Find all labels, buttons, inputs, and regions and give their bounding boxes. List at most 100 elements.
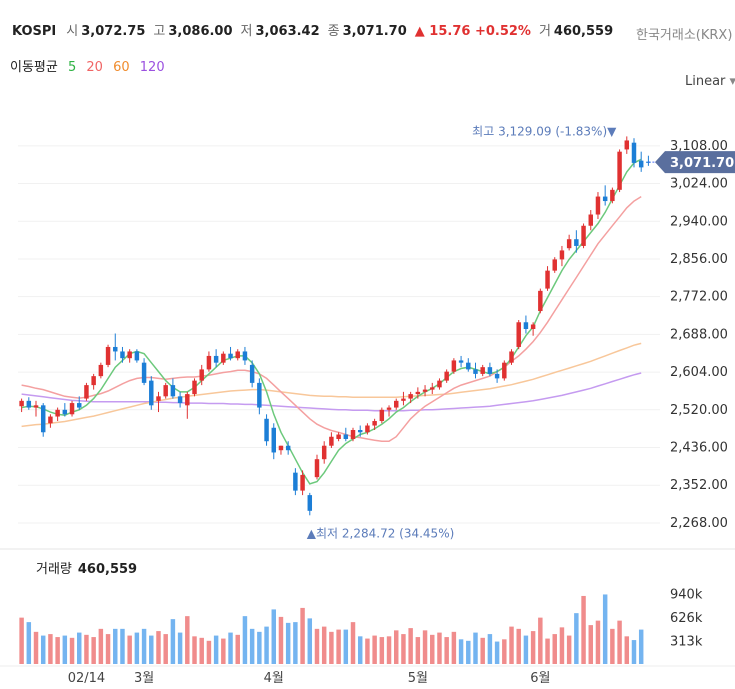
volume-bar <box>19 617 24 664</box>
candle <box>170 378 176 399</box>
x-tick-label: 3월 <box>134 671 154 686</box>
low-value: 3,063.42 <box>255 24 320 39</box>
candle-body <box>552 259 557 271</box>
volume-bar <box>638 629 644 664</box>
volume-tick-label: 313k <box>670 635 703 650</box>
x-tick-label: 6월 <box>530 671 550 686</box>
candle <box>33 400 39 417</box>
candle-body <box>631 142 637 163</box>
candle <box>372 418 377 431</box>
candle-body <box>480 367 485 374</box>
candle <box>530 322 536 336</box>
candle-body <box>588 214 593 226</box>
volume-bar <box>610 628 615 664</box>
volume-bar <box>91 637 96 664</box>
y-tick-label: 3,024.00 <box>670 177 728 192</box>
candle <box>55 407 60 422</box>
volume-bar <box>257 631 262 664</box>
close-value: 3,071.70 <box>342 24 407 39</box>
candle-body <box>321 445 327 460</box>
candle-body <box>523 322 529 329</box>
volume-bar <box>509 626 514 664</box>
ma120-legend: 120 <box>139 60 165 75</box>
volume-bar <box>494 641 500 664</box>
candle <box>617 149 622 193</box>
volume-bar <box>379 637 385 664</box>
volume-panel-label: 거래량 460,559 <box>36 558 137 577</box>
volume-bar <box>480 637 485 664</box>
candle <box>293 468 298 496</box>
low-label: 저 <box>240 24 253 39</box>
symbol-name[interactable]: KOSPI <box>12 24 57 39</box>
y-tick-label: 2,856.00 <box>670 252 728 267</box>
volume-bar <box>538 617 543 664</box>
candle <box>552 257 557 273</box>
candle <box>228 346 233 361</box>
candle-body <box>19 400 24 407</box>
candle-body <box>415 391 421 395</box>
candle-body <box>336 434 341 439</box>
volume-bar <box>221 638 226 664</box>
candle <box>538 288 543 314</box>
volume-bar <box>156 631 161 664</box>
volume-bar <box>350 622 356 664</box>
candle-body <box>293 472 298 491</box>
candle-body <box>581 225 586 246</box>
candle-body <box>379 409 385 422</box>
candle <box>257 378 262 415</box>
volume-bar <box>321 626 327 664</box>
volume-bar <box>372 635 377 664</box>
candle-body <box>638 160 644 168</box>
candle <box>307 492 313 516</box>
exchange-name: 한국거래소(KRX) <box>636 28 733 43</box>
candle <box>610 187 615 204</box>
volume-bar <box>149 635 154 664</box>
candle-body <box>40 405 46 433</box>
candle <box>451 358 457 374</box>
candle <box>329 432 334 448</box>
candle <box>357 425 363 437</box>
candle <box>588 210 593 231</box>
indicator-legend[interactable]: 이동평균 5 20 60 120 <box>10 56 171 75</box>
candle-body <box>458 360 464 363</box>
candle-body <box>84 385 89 399</box>
volume-bar <box>559 627 565 664</box>
scale-mode-toggle[interactable]: Linear ▾ <box>685 74 735 89</box>
volume-value: 460,559 <box>553 24 614 39</box>
candle-body <box>574 239 579 246</box>
candle-body <box>33 405 39 408</box>
candle-body <box>314 459 320 478</box>
volume-bar <box>170 619 176 664</box>
volume-bar <box>444 637 449 664</box>
volume-bar <box>487 634 493 664</box>
volume-bar <box>502 639 507 664</box>
volume-bar <box>105 634 111 664</box>
candle <box>401 391 406 406</box>
candle-body <box>624 140 630 150</box>
candle <box>271 423 276 460</box>
candle <box>185 391 190 419</box>
volume-bar <box>365 638 370 664</box>
candle-body <box>91 376 96 386</box>
indicator-label: 이동평균 <box>10 60 58 75</box>
candle-body <box>62 409 68 415</box>
volume-bar <box>430 634 435 664</box>
candle <box>545 266 550 291</box>
candle <box>379 407 385 424</box>
candle <box>314 454 320 480</box>
x-tick-label: 4월 <box>264 671 284 686</box>
min-price-annotation: ▲최저 2,284.72 (34.45%) <box>307 526 455 540</box>
high-label: 고 <box>153 24 166 39</box>
candle-body <box>249 364 255 383</box>
volume-bar <box>113 628 118 664</box>
current-price-label: 3,071.70 <box>670 156 734 171</box>
candle <box>523 315 529 334</box>
candle <box>62 403 68 417</box>
candle <box>365 423 370 435</box>
x-tick-label: 5월 <box>408 671 428 686</box>
volume-bar <box>163 634 168 664</box>
candle-body <box>350 430 356 439</box>
candle <box>581 223 586 249</box>
volume-bar <box>401 634 406 664</box>
